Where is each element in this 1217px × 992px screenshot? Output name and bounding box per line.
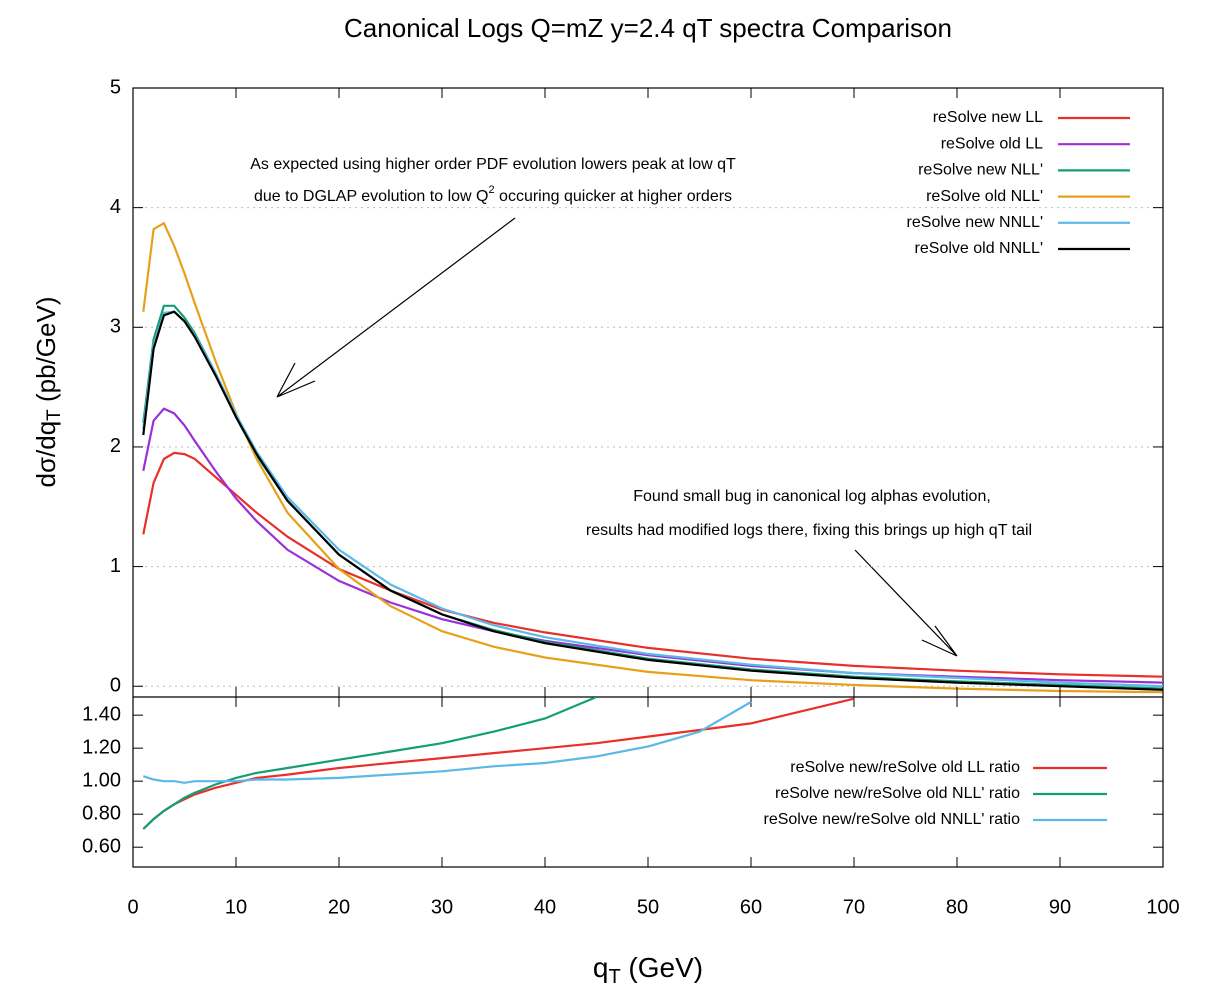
annotation-sup: 2	[488, 184, 494, 196]
arrow	[276, 217, 516, 398]
series-line	[142, 310, 1163, 691]
x-tick-label: 100	[1146, 896, 1179, 918]
x-tick-label: 20	[328, 896, 350, 918]
annotation: As expected using higher order PDF evolu…	[250, 156, 736, 173]
arrow	[854, 549, 958, 657]
annotation-part: due to DGLAP evolution to low Q	[254, 188, 489, 205]
legend-label: reSolve new/reSolve old LL ratio	[790, 759, 1020, 776]
legend-label: reSolve old NNLL'	[915, 240, 1043, 257]
y-axis-label: dσ/dqT (pb/GeV)	[31, 297, 65, 488]
legend-label: reSolve new LL	[933, 109, 1043, 126]
x-tick-label: 70	[843, 896, 865, 918]
series-line	[142, 221, 1163, 694]
series-group	[142, 221, 1163, 694]
y-tick-label: 2	[110, 435, 121, 457]
x-tick-label: 80	[946, 896, 968, 918]
y-tick-label: 1.40	[82, 703, 121, 725]
y-label-part: (pb/GeV)	[31, 297, 61, 410]
legend-label: reSolve new NLL'	[918, 162, 1043, 179]
arrows	[276, 217, 958, 657]
series-line	[142, 407, 1163, 684]
series-line	[142, 701, 752, 784]
legend-label: reSolve new NNLL'	[907, 214, 1043, 231]
x-label-part: q	[593, 952, 609, 983]
series-line	[142, 697, 597, 830]
y-tick-label: 1	[110, 555, 121, 577]
legend-label: reSolve old NLL'	[926, 188, 1043, 205]
x-label-sub: T	[608, 966, 620, 988]
x-label-part: (GeV)	[621, 952, 703, 983]
y-tick-label: 0.80	[82, 802, 121, 824]
legend-label: reSolve old LL	[941, 135, 1043, 152]
x-tick-label: 10	[225, 896, 247, 918]
chart-title: Canonical Logs Q=mZ y=2.4 qT spectra Com…	[344, 13, 952, 43]
y-tick-label: 0	[110, 675, 121, 697]
series-group	[142, 697, 855, 830]
x-tick-label: 40	[534, 896, 556, 918]
annotation: Found small bug in canonical log alphas …	[633, 488, 991, 505]
x-tick-label: 90	[1049, 896, 1071, 918]
y-tick-label: 1.00	[82, 769, 121, 791]
annotation-part: occuring quicker at higher orders	[495, 188, 732, 205]
annotation: results had modified logs there, fixing …	[586, 522, 1032, 539]
y-tick-label: 5	[110, 76, 121, 98]
y-tick-label: 4	[110, 196, 121, 218]
x-tick-label: 50	[637, 896, 659, 918]
y-label-sub: T	[44, 409, 65, 421]
annotation: due to DGLAP evolution to low Q2 occurin…	[254, 184, 732, 205]
x-tick-label: 0	[127, 896, 138, 918]
legend-label: reSolve new/reSolve old NNLL' ratio	[763, 811, 1020, 828]
x-axis-label: qT (GeV)	[593, 952, 703, 988]
y-tick-label: 3	[110, 316, 121, 338]
x-tick-label: 60	[740, 896, 762, 918]
y-tick-label: 1.20	[82, 736, 121, 758]
series-line	[142, 697, 855, 830]
legend-label: reSolve new/reSolve old NLL' ratio	[775, 785, 1020, 802]
y-tick-label: 0.60	[82, 835, 121, 857]
series-line	[142, 451, 1163, 678]
y-label-part: dσ/dq	[31, 421, 61, 488]
x-tick-label: 30	[431, 896, 453, 918]
